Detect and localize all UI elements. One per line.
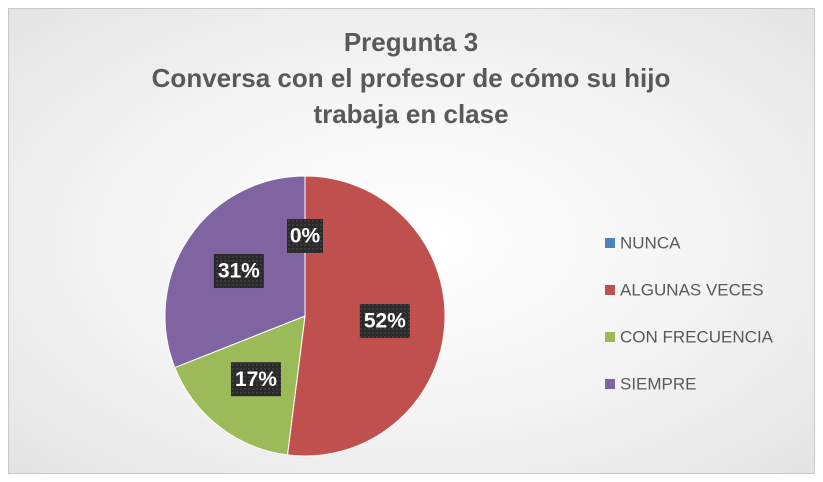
legend-swatch — [605, 238, 615, 248]
data-label-box — [230, 362, 281, 397]
data-label: 31% — [218, 260, 260, 283]
legend-label: SIEMPRE — [620, 374, 697, 393]
legend-swatch — [605, 332, 615, 342]
legend-label: ALGUNAS VECES — [620, 280, 764, 299]
chart-title: Pregunta 3 Conversa con el profesor de c… — [111, 24, 711, 132]
legend-swatch — [605, 379, 615, 389]
data-label-box — [359, 304, 410, 339]
data-label-box — [213, 254, 264, 289]
legend-swatch — [605, 285, 615, 295]
data-label: 17% — [235, 368, 277, 391]
data-label: 52% — [364, 310, 406, 333]
title-line: Conversa con el profesor de cómo su hijo… — [151, 63, 671, 129]
legend-label: NUNCA — [620, 233, 681, 252]
title-line: Pregunta 3 — [343, 27, 479, 57]
data-label: 0% — [290, 225, 321, 248]
legend-label: CON FRECUENCIA — [620, 327, 774, 346]
data-label-box — [287, 219, 323, 253]
